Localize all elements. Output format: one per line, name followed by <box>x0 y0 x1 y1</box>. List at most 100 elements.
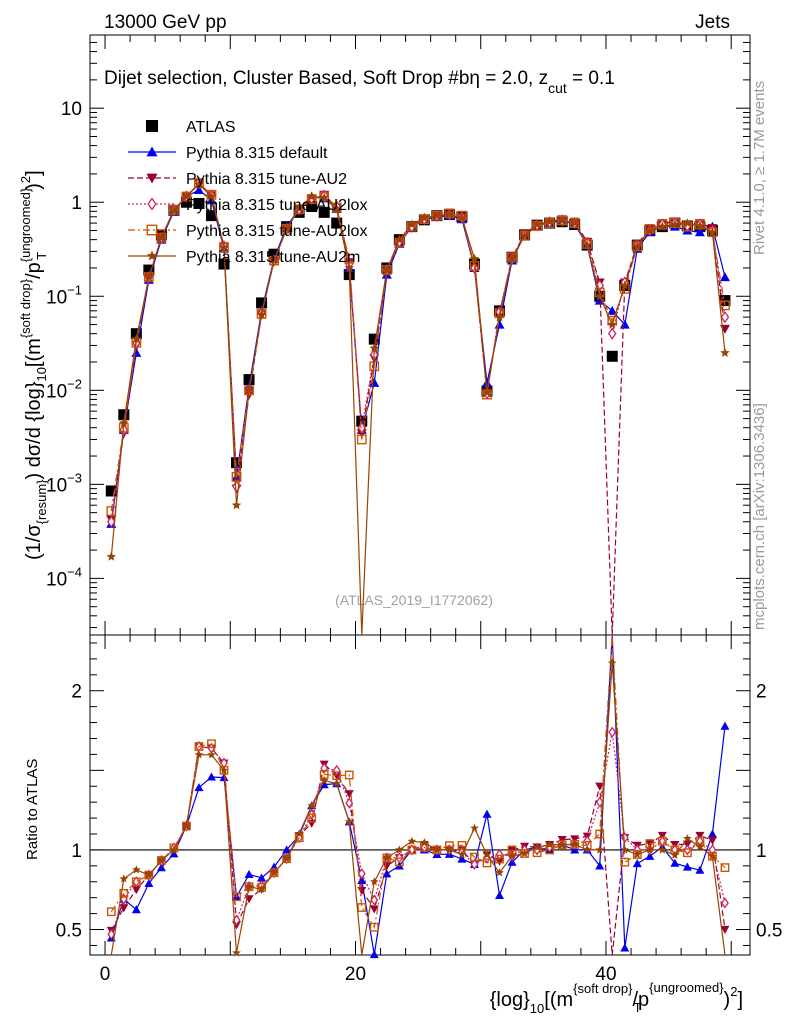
series-5-ratio-point <box>207 750 216 759</box>
series-5-ratio-point <box>445 845 454 854</box>
ratio-y-axis-label: Ratio to ATLAS <box>24 759 41 860</box>
series-5-ratio-point <box>182 821 191 830</box>
series-3-ratio-point <box>721 897 729 909</box>
series-5-ratio-point <box>507 851 517 860</box>
series-1-point <box>719 272 730 282</box>
series-5-point <box>306 191 317 201</box>
series-5-point <box>432 210 442 220</box>
y-tick-label: 10−2 <box>46 376 82 402</box>
series-0-point <box>356 415 368 427</box>
y-tick-label-exp: −4 <box>67 564 82 579</box>
series-5-ratio-point <box>645 845 655 854</box>
series-5-ratio-point <box>482 850 492 859</box>
series-1-ratio-point <box>457 854 467 863</box>
series-0-point <box>318 206 330 218</box>
legend-entry-5-label: Pythia 8.315 tune-AU2m <box>186 249 360 266</box>
series-1-ratio-point <box>707 829 717 838</box>
series-4-ratio-point <box>657 836 667 846</box>
series-5-ratio-point <box>244 882 254 891</box>
series-5-ratio-point <box>269 868 279 877</box>
series-5-point <box>219 242 229 252</box>
series-5-point <box>106 551 116 561</box>
series-4-ratio-point <box>457 840 467 850</box>
series-1-point <box>619 319 630 329</box>
series-5-point <box>256 309 267 319</box>
series-5-ratio-point <box>382 853 392 862</box>
series-5-point <box>194 179 204 189</box>
series-5-ratio-point <box>457 850 467 859</box>
series-5-ratio-point <box>157 856 166 865</box>
series-0-point <box>331 217 343 229</box>
series-4-ratio-point <box>620 857 630 867</box>
series-3-ratio-point <box>370 894 379 906</box>
series-5-ratio-point <box>595 845 604 854</box>
legend-entry-2-marker <box>146 173 158 184</box>
series-1-ratio-point <box>632 859 642 868</box>
series-5-ratio-point <box>470 823 479 832</box>
legend-entry-2: Pythia 8.315 tune-AU2 <box>128 171 347 188</box>
series-4-ratio-line <box>110 634 726 929</box>
xlabel-f: {ungroomed} <box>649 980 724 995</box>
legend-entry-0-label: ATLAS <box>186 119 236 136</box>
series-0-point <box>231 457 243 469</box>
rivet-label: Rivet 4.1.0, ≥ 1.7M events <box>751 81 768 255</box>
series-2-ratio-point <box>369 905 379 914</box>
y-tick-label-exp: −2 <box>67 376 82 391</box>
xlabel-c: [(m <box>544 989 573 1011</box>
legend-entry-1-marker <box>146 146 158 157</box>
series-5-point <box>482 387 492 397</box>
series-1-ratio-point <box>131 905 141 914</box>
series-4-ratio <box>106 634 730 932</box>
y-tick-label: 10−3 <box>46 470 82 496</box>
y-tick-label-base: 10 <box>46 287 67 308</box>
legend-entry-3: Pythia 8.315 tune-AU2lox <box>128 197 367 214</box>
series-5-point <box>369 343 379 353</box>
series-0-point <box>256 297 268 309</box>
series-5-ratio-point <box>582 845 592 854</box>
series-1-point <box>694 227 705 237</box>
series-5-ratio <box>110 658 726 957</box>
series-5-ratio-point <box>307 801 316 810</box>
header-right: Jets <box>695 12 730 33</box>
ylabel-f: {soft drop} <box>18 278 33 338</box>
legend-entry-1: Pythia 8.315 default <box>128 145 328 162</box>
series-5-point <box>144 272 154 282</box>
series-5-ratio-point <box>495 868 504 877</box>
series-5-ratio-point <box>608 658 617 667</box>
series-5-point <box>720 347 730 357</box>
series-4-ratio-point <box>720 863 730 873</box>
series-5-ratio-point <box>257 884 266 893</box>
series-4-ratio-point <box>369 922 379 932</box>
series-4-ratio-point <box>207 739 216 749</box>
series-5-point <box>645 225 655 235</box>
legend-entry-1-label: Pythia 8.315 default <box>186 145 328 162</box>
series-1-ratio-point <box>282 845 292 854</box>
ylabel-b: {resum} <box>34 479 49 524</box>
xlabel-g: T <box>634 1000 642 1015</box>
analysis-id: (ATLAS_2019_I1772062) <box>335 592 493 608</box>
ylabel-l: ] <box>23 170 45 176</box>
ratio-tick-label-right: 0.5 <box>756 921 782 942</box>
xlabel-d: {soft drop} <box>573 981 633 996</box>
series-5-ratio-point <box>332 779 341 788</box>
series-5-ratio-point <box>520 849 529 858</box>
xlabel-e: /p <box>632 989 649 1011</box>
series-1-point <box>369 377 380 387</box>
series-2-ratio-point <box>332 772 342 781</box>
series-5-ratio-point <box>232 948 241 957</box>
x-axis-label: {log}10[(m{soft drop}/p{ungroomed} T)2] <box>490 980 743 1016</box>
series-5-ratio-point <box>620 845 629 854</box>
y-tick-label-base: 10 <box>46 569 67 590</box>
series-4-ratio-point <box>470 852 479 862</box>
series-3-ratio-point <box>583 835 592 847</box>
series-4-ratio-point <box>194 742 204 751</box>
xlabel-i: 2 <box>730 984 737 999</box>
xlabel-h: ) <box>724 989 731 1011</box>
series-4-ratio-point <box>307 813 317 823</box>
series-1-ratio-point <box>720 721 730 730</box>
series-5-ratio-point <box>370 877 379 886</box>
series-4-point <box>319 191 330 202</box>
series-1-ratio-point <box>670 858 680 867</box>
xlabel-b: 10 <box>530 1001 544 1016</box>
series-1-point <box>494 319 505 329</box>
